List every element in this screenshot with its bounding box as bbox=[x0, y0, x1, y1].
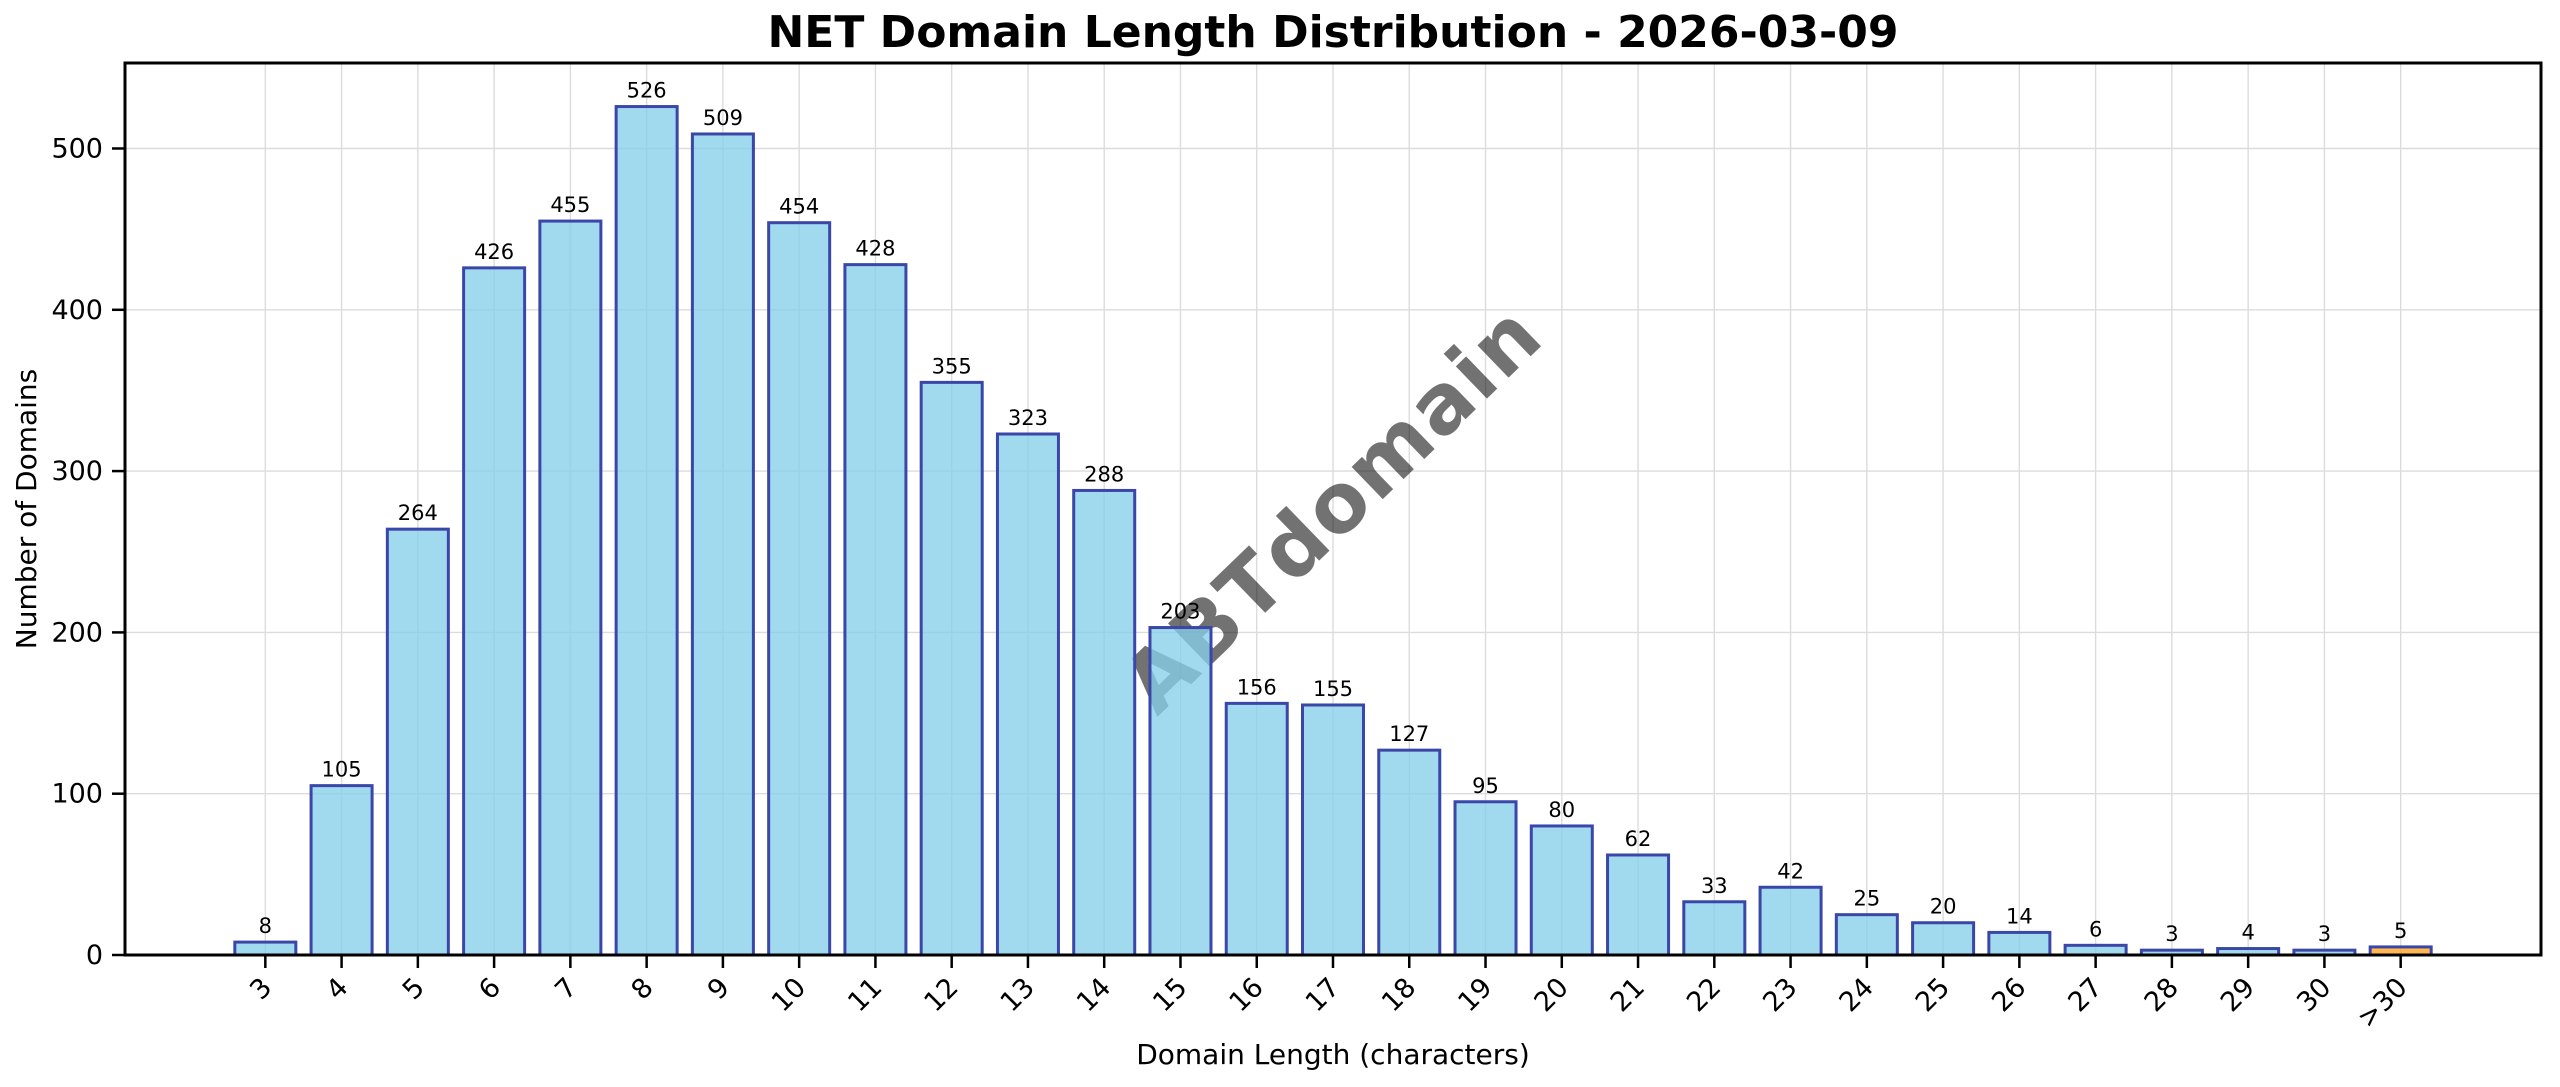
bar bbox=[1453, 800, 1518, 957]
bar-value-label: 455 bbox=[550, 193, 590, 217]
bar-value-labels: 8105264426455526509454428355323288203156… bbox=[259, 79, 2408, 947]
bar-value-label: 33 bbox=[1701, 874, 1728, 898]
bar-value-label: 20 bbox=[1930, 895, 1957, 919]
bar bbox=[462, 266, 527, 957]
bar bbox=[614, 105, 679, 957]
x-tick-label: 25 bbox=[1910, 972, 1956, 1018]
x-axis-label: Domain Length (characters) bbox=[1136, 1038, 1530, 1071]
y-tick-label: 0 bbox=[86, 940, 103, 971]
x-tick-label: 14 bbox=[1071, 972, 1117, 1018]
x-tick-label: 19 bbox=[1452, 972, 1498, 1018]
bar-value-label: 105 bbox=[322, 758, 362, 782]
bar bbox=[1377, 748, 1442, 957]
bar bbox=[1300, 703, 1366, 957]
x-tick-label: 15 bbox=[1147, 972, 1193, 1018]
x-tick-label: 18 bbox=[1376, 972, 1422, 1018]
x-tick-label: 23 bbox=[1757, 972, 1803, 1018]
x-tick-label: 24 bbox=[1834, 972, 1880, 1018]
chart-title: NET Domain Length Distribution - 2026-03… bbox=[767, 7, 1898, 58]
bar-value-label: 95 bbox=[1472, 774, 1499, 798]
bar-value-label: 42 bbox=[1777, 859, 1804, 883]
y-tick-label: 300 bbox=[51, 456, 103, 487]
x-tick-label: 22 bbox=[1681, 972, 1727, 1018]
bar-value-label: 14 bbox=[2006, 904, 2033, 928]
bar-value-label: 203 bbox=[1160, 600, 1200, 624]
bar bbox=[233, 940, 298, 957]
bar bbox=[690, 132, 755, 957]
bar-value-label: 4 bbox=[2241, 921, 2254, 945]
x-tick-label: 30 bbox=[2291, 972, 2337, 1018]
bar-value-label: 156 bbox=[1237, 675, 1277, 699]
bar-value-label: 6 bbox=[2089, 917, 2102, 941]
bar-value-label: 428 bbox=[855, 237, 895, 261]
bar-value-label: 509 bbox=[703, 106, 743, 130]
bar bbox=[1072, 488, 1137, 957]
bar bbox=[843, 263, 908, 957]
bar-value-label: 426 bbox=[474, 240, 514, 264]
bar-value-label: 264 bbox=[398, 501, 438, 525]
x-tick-label: 6 bbox=[473, 972, 507, 1006]
bar bbox=[1606, 853, 1671, 957]
x-tick-label: 21 bbox=[1605, 972, 1651, 1018]
y-tick-label: 400 bbox=[51, 295, 103, 326]
x-tick-label: 20 bbox=[1529, 972, 1575, 1018]
y-tick-label: 100 bbox=[51, 779, 103, 810]
bar bbox=[1224, 701, 1289, 957]
bar-value-label: 288 bbox=[1084, 462, 1124, 486]
x-tick-label: 11 bbox=[842, 972, 888, 1018]
bar bbox=[385, 527, 450, 957]
bar bbox=[1682, 900, 1747, 957]
y-tick-label: 200 bbox=[51, 617, 103, 648]
x-tick-label: 7 bbox=[549, 972, 583, 1006]
bar bbox=[309, 784, 374, 957]
x-tick-label: 28 bbox=[2139, 972, 2185, 1018]
bar bbox=[538, 219, 603, 957]
bar-value-label: 155 bbox=[1313, 677, 1353, 701]
x-tick-label: 29 bbox=[2215, 972, 2261, 1018]
bar bbox=[1911, 921, 1976, 957]
x-tick-label: 8 bbox=[626, 972, 660, 1006]
bar bbox=[919, 380, 984, 957]
bar-value-label: 5 bbox=[2394, 919, 2407, 943]
bar-value-label: 80 bbox=[1548, 798, 1575, 822]
bar bbox=[995, 432, 1060, 957]
bar-value-label: 454 bbox=[779, 195, 819, 219]
bar-value-label: 3 bbox=[2318, 922, 2331, 946]
y-tick-label: 500 bbox=[51, 133, 103, 164]
x-tick-label: 5 bbox=[397, 972, 431, 1006]
bar-value-label: 526 bbox=[627, 79, 667, 103]
x-tick-label: 13 bbox=[995, 972, 1041, 1018]
bar bbox=[1834, 913, 1899, 957]
bar-value-label: 3 bbox=[2165, 922, 2178, 946]
x-tick-label: 17 bbox=[1300, 972, 1346, 1018]
x-tick-label: 27 bbox=[2062, 972, 2108, 1018]
bar-value-label: 323 bbox=[1008, 406, 1048, 430]
bar-value-label: 25 bbox=[1853, 887, 1880, 911]
bar bbox=[1148, 626, 1213, 957]
bar-value-label: 127 bbox=[1389, 722, 1429, 746]
bars-group bbox=[233, 105, 2433, 957]
x-tick-label: 4 bbox=[320, 972, 354, 1006]
bar bbox=[767, 221, 832, 957]
x-tick-label: 26 bbox=[1986, 972, 2032, 1018]
bar-value-label: 8 bbox=[259, 914, 272, 938]
x-tick-label: 3 bbox=[244, 972, 278, 1006]
y-axis-label: Number of Domains bbox=[10, 369, 43, 650]
x-tick-label: 12 bbox=[918, 972, 964, 1018]
bar bbox=[1529, 824, 1594, 957]
x-tick-label: 9 bbox=[702, 972, 736, 1006]
x-tick-label: >30 bbox=[2351, 972, 2413, 1034]
bar-value-label: 62 bbox=[1625, 827, 1652, 851]
bar-value-label: 355 bbox=[932, 354, 972, 378]
x-tick-label: 10 bbox=[766, 972, 812, 1018]
bar bbox=[1758, 885, 1823, 957]
x-tick-label: 16 bbox=[1223, 972, 1269, 1018]
bar bbox=[1987, 930, 2052, 957]
axis-tick-marks bbox=[112, 147, 2402, 968]
